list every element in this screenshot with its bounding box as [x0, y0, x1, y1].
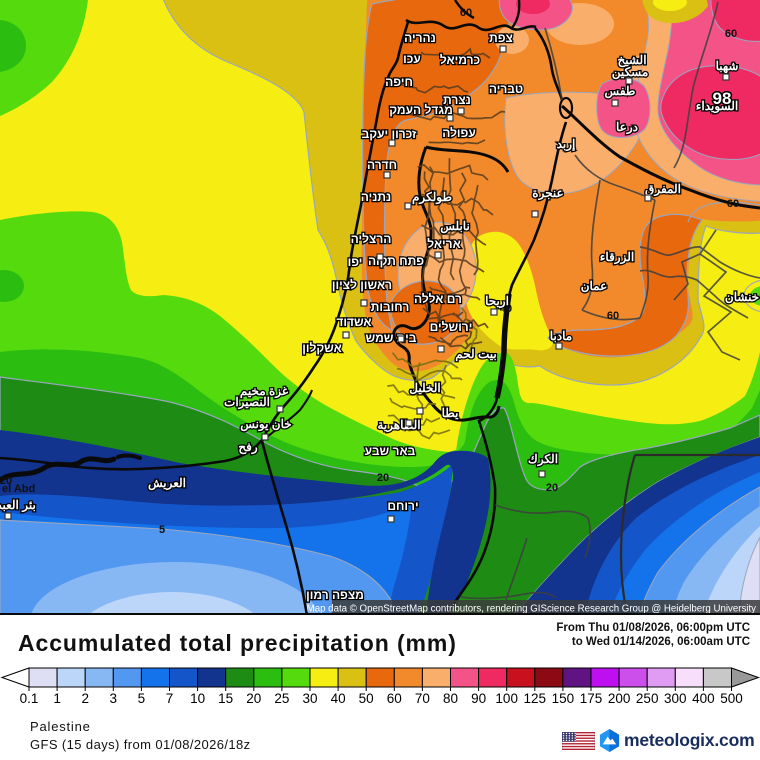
svg-text:شهبا: شهبا — [716, 59, 739, 74]
svg-text:غزة مخيم: غزة مخيم — [240, 384, 289, 399]
svg-text:المفرق: المفرق — [645, 182, 681, 197]
svg-text:0.1: 0.1 — [20, 691, 39, 706]
svg-text:الزرقاء: الزرقاء — [600, 250, 634, 265]
svg-text:60: 60 — [727, 198, 739, 210]
svg-text:20: 20 — [246, 691, 261, 706]
svg-text:Map data © OpenStreetMap contr: Map data © OpenStreetMap contributors, r… — [307, 604, 757, 615]
svg-text:זכרון יעקב: זכרון יעקב — [362, 127, 417, 141]
svg-text:אריאל: אריאל — [427, 237, 461, 251]
svg-text:חדרה: חדרה — [367, 158, 397, 172]
svg-text:80: 80 — [443, 691, 458, 706]
svg-text:رفح: رفح — [238, 440, 257, 455]
svg-text:150: 150 — [552, 691, 575, 706]
svg-text:1: 1 — [53, 691, 61, 706]
svg-text:ראשון לציון: ראשון לציון — [332, 278, 392, 292]
svg-text:60: 60 — [607, 310, 619, 322]
svg-text:60: 60 — [725, 28, 737, 40]
svg-text:20: 20 — [377, 472, 389, 484]
svg-text:ירושלים: ירושלים — [430, 320, 473, 334]
svg-text:עפולה: עפולה — [442, 126, 476, 140]
svg-text:מצפה רמון: מצפה רמון — [306, 588, 364, 602]
svg-text:רחובות: רחובות — [371, 300, 410, 314]
svg-text:אשקלון: אשקלון — [302, 341, 342, 355]
svg-text:70: 70 — [415, 691, 430, 706]
svg-text:60: 60 — [460, 7, 472, 19]
svg-text:60: 60 — [387, 691, 402, 706]
svg-text:5: 5 — [138, 691, 146, 706]
svg-text:אשדוד: אשדוד — [336, 315, 371, 329]
svg-text:באר שבע: באר שבע — [365, 444, 416, 458]
svg-text:כרמיאל: כרמיאל — [440, 53, 480, 67]
svg-text:السويداء: السويداء — [696, 99, 739, 114]
svg-text:اريحا: اريحا — [485, 294, 509, 309]
svg-text:הרצליה: הרצליה — [351, 232, 392, 246]
svg-text:20: 20 — [546, 482, 558, 494]
svg-text:طولكرم: طولكرم — [412, 190, 452, 205]
svg-text:נהריה: נהריה — [404, 31, 436, 45]
svg-text:100: 100 — [495, 691, 518, 706]
svg-text:טבריה: טבריה — [489, 82, 523, 96]
svg-text:10: 10 — [190, 691, 205, 706]
svg-text:بيت لحم: بيت لحم — [455, 347, 496, 362]
svg-text:بئر العبد: بئر العبد — [0, 498, 36, 513]
svg-text:خان يونس: خان يونس — [240, 417, 291, 432]
svg-text:98: 98 — [713, 89, 732, 108]
svg-text:نابلس: نابلس — [440, 219, 470, 234]
svg-text:5: 5 — [159, 524, 165, 536]
svg-text:الظاهرية: الظاهرية — [377, 418, 420, 433]
svg-text:40: 40 — [331, 691, 346, 706]
svg-text:חיפה: חיפה — [385, 75, 413, 89]
svg-text:500: 500 — [720, 691, 743, 706]
svg-text:50: 50 — [359, 691, 374, 706]
svg-text:2: 2 — [81, 691, 89, 706]
svg-text:7: 7 — [166, 691, 174, 706]
svg-text:الخليل: الخليل — [409, 381, 440, 395]
svg-text:مادبا: مادبا — [550, 329, 572, 343]
svg-text:20: 20 — [0, 475, 12, 487]
svg-text:الشيخ: الشيخ — [617, 53, 646, 68]
svg-text:מגדל העמק: מגדל העמק — [389, 103, 453, 117]
svg-text:يطا: يطا — [442, 406, 460, 420]
svg-text:درعا: درعا — [616, 120, 638, 135]
svg-text:عنجرة: عنجرة — [532, 186, 563, 201]
svg-text:175: 175 — [580, 691, 603, 706]
svg-text:العريش: العريش — [148, 476, 186, 491]
svg-text:ירוחם: ירוחם — [387, 499, 418, 513]
svg-text:25: 25 — [274, 691, 289, 706]
svg-text:200: 200 — [608, 691, 631, 706]
svg-text:إربد: إربد — [557, 137, 576, 152]
svg-text:el Abd: el Abd — [2, 483, 35, 495]
svg-text:יפו: יפו — [348, 255, 363, 269]
svg-text:30: 30 — [302, 691, 317, 706]
svg-text:40: 40 — [500, 303, 512, 315]
svg-text:3: 3 — [110, 691, 118, 706]
svg-text:רם אללה: רם אללה — [414, 292, 462, 306]
svg-text:בית שמש: בית שמש — [366, 331, 417, 345]
svg-text:נתניה: נתניה — [361, 190, 391, 204]
svg-text:400: 400 — [692, 691, 715, 706]
svg-text:طفس: طفس — [605, 84, 636, 99]
svg-text:مسكين: مسكين — [612, 65, 649, 80]
svg-text:300: 300 — [664, 691, 687, 706]
svg-text:נצרת: נצרת — [443, 93, 471, 107]
svg-text:125: 125 — [524, 691, 547, 706]
svg-text:النصيرات: النصيرات — [224, 395, 270, 410]
svg-text:15: 15 — [218, 691, 233, 706]
svg-text:الكرك: الكرك — [528, 452, 558, 467]
svg-text:עכו: עכו — [403, 52, 421, 66]
svg-text:عمان: عمان — [581, 279, 608, 293]
svg-text:250: 250 — [636, 691, 659, 706]
svg-text:خنشان: خنشان — [725, 290, 759, 304]
svg-text:פתח תקוה: פתח תקוה — [368, 254, 424, 268]
svg-text:צפת: צפת — [489, 31, 513, 45]
svg-text:90: 90 — [471, 691, 486, 706]
